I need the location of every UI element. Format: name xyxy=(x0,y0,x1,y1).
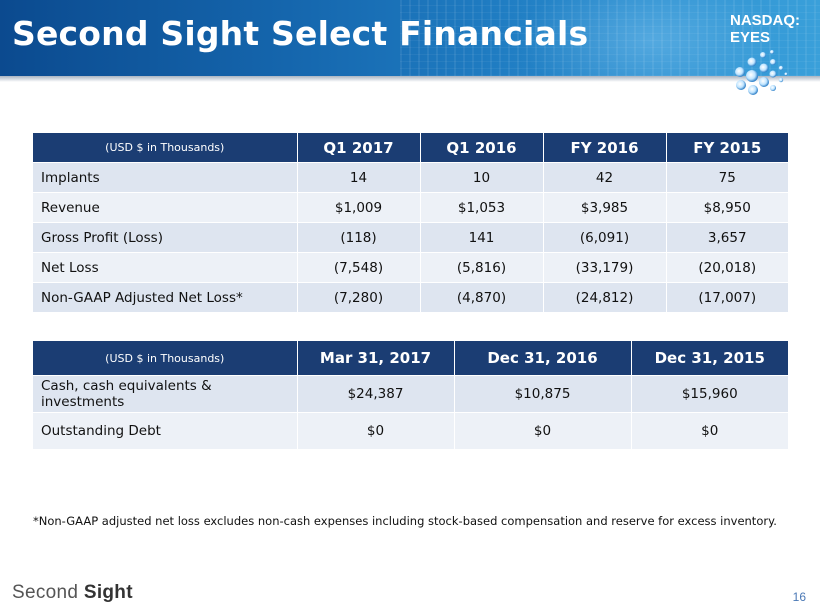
table-cell: 14 xyxy=(297,162,421,193)
balance-sheet-table: (USD $ in Thousands) Mar 31, 2017 Dec 31… xyxy=(33,341,788,449)
table-cell: (17,007) xyxy=(666,282,788,312)
table-cell: $1,009 xyxy=(297,192,421,223)
table-header-row: (USD $ in Thousands) Mar 31, 2017 Dec 31… xyxy=(33,341,788,376)
table-cell: $10,875 xyxy=(454,375,632,413)
column-header: FY 2016 xyxy=(543,133,667,163)
table-row: Gross Profit (Loss) (118) 141 (6,091) 3,… xyxy=(33,222,788,253)
company-logo: Second Sight xyxy=(12,582,133,604)
table-cell: (4,870) xyxy=(420,282,544,312)
table-cell: 75 xyxy=(666,162,788,193)
table-cell: (24,812) xyxy=(543,282,667,312)
table-cell: $3,985 xyxy=(543,192,667,223)
footnote: *Non-GAAP adjusted net loss excludes non… xyxy=(33,514,777,528)
row-label: Gross Profit (Loss) xyxy=(33,222,298,253)
ticker-label: NASDAQ: EYES xyxy=(730,12,800,46)
banner-shadow xyxy=(0,76,820,82)
table-cell: $15,960 xyxy=(631,375,788,413)
table-cell: (20,018) xyxy=(666,252,788,283)
table-cell: $24,387 xyxy=(297,375,455,413)
table-cell: 10 xyxy=(420,162,544,193)
column-header: Mar 31, 2017 xyxy=(297,341,455,376)
table-row: Non-GAAP Adjusted Net Loss* (7,280) (4,8… xyxy=(33,282,788,312)
table-cell: (33,179) xyxy=(543,252,667,283)
page-title: Second Sight Select Financials xyxy=(12,14,589,53)
row-label: Revenue xyxy=(33,192,298,223)
column-header: FY 2015 xyxy=(666,133,788,163)
row-label: Non-GAAP Adjusted Net Loss* xyxy=(33,282,298,312)
quarterly-financials-table: (USD $ in Thousands) Q1 2017 Q1 2016 FY … xyxy=(33,133,788,312)
table-cell: 42 xyxy=(543,162,667,193)
table-row: Revenue $1,009 $1,053 $3,985 $8,950 xyxy=(33,192,788,223)
column-header: Q1 2016 xyxy=(420,133,544,163)
table-cell: $0 xyxy=(454,412,632,449)
row-label: Implants xyxy=(33,162,298,193)
table-row: Outstanding Debt $0 $0 $0 xyxy=(33,412,788,449)
row-label: Net Loss xyxy=(33,252,298,283)
table-cell: $1,053 xyxy=(420,192,544,223)
table-row: Cash, cash equivalents & investments $24… xyxy=(33,375,788,413)
page-number: 16 xyxy=(792,590,806,604)
table-cell: (7,280) xyxy=(297,282,421,312)
table-cell: $0 xyxy=(297,412,455,449)
table-cell: (6,091) xyxy=(543,222,667,253)
column-header: Q1 2017 xyxy=(297,133,421,163)
unit-header: (USD $ in Thousands) xyxy=(33,341,298,376)
table-row: Implants 14 10 42 75 xyxy=(33,162,788,193)
table-cell: $8,950 xyxy=(666,192,788,223)
table-cell: (7,548) xyxy=(297,252,421,283)
table-cell: 141 xyxy=(420,222,544,253)
table-cell: 3,657 xyxy=(666,222,788,253)
row-label: Cash, cash equivalents & investments xyxy=(33,375,298,413)
table-cell: (118) xyxy=(297,222,421,253)
banner-glow xyxy=(520,0,780,76)
logo-word-second: Second xyxy=(12,582,79,603)
logo-word-sight: Sight xyxy=(83,582,133,603)
unit-header: (USD $ in Thousands) xyxy=(33,133,298,163)
table-header-row: (USD $ in Thousands) Q1 2017 Q1 2016 FY … xyxy=(33,133,788,163)
header-banner xyxy=(0,0,820,76)
ticker-exchange: NASDAQ: xyxy=(730,12,800,29)
column-header: Dec 31, 2016 xyxy=(454,341,632,376)
column-header: Dec 31, 2015 xyxy=(631,341,788,376)
row-label: Outstanding Debt xyxy=(33,412,298,449)
table-cell: (5,816) xyxy=(420,252,544,283)
ticker-symbol: EYES xyxy=(730,29,771,46)
globe-logo-icon xyxy=(735,50,788,95)
table-row: Net Loss (7,548) (5,816) (33,179) (20,01… xyxy=(33,252,788,283)
table-cell: $0 xyxy=(631,412,788,449)
